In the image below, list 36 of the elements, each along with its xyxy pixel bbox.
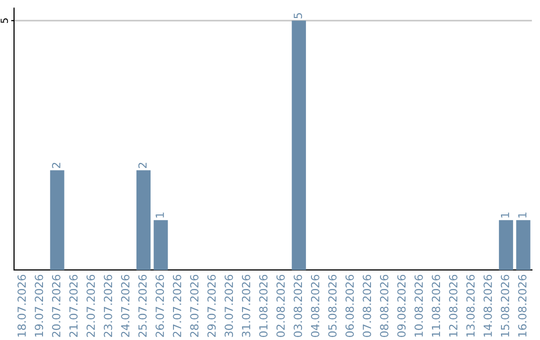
data-label: 1 bbox=[518, 212, 526, 218]
x-tick-label: 18.07.2026 bbox=[17, 274, 26, 337]
x-tick-label: 24.07.2026 bbox=[121, 274, 130, 337]
x-tick-label: 07.08.2026 bbox=[362, 274, 372, 338]
x-tick-label: 04.08.2026 bbox=[310, 274, 320, 338]
x-tick-label: 23.07.2026 bbox=[104, 274, 112, 337]
x-tick-label: 20.07.2026 bbox=[52, 274, 60, 337]
x-tick-label: 28.07.2026 bbox=[190, 274, 199, 337]
x-tick-label: 05.08.2026 bbox=[328, 274, 337, 338]
x-tick-label: 09.08.2026 bbox=[397, 274, 406, 338]
x-tick-label: 02.08.2026 bbox=[276, 274, 285, 338]
x-tick-label: 08.08.2026 bbox=[380, 274, 388, 338]
data-label: 1 bbox=[500, 212, 510, 218]
x-tick-label: 11.08.2026 bbox=[432, 274, 440, 337]
x-tick-label: 01.08.2026 bbox=[259, 274, 268, 338]
x-tick-label: 10.08.2026 bbox=[414, 274, 423, 337]
x-tick-label: 15.08.2026 bbox=[500, 274, 510, 337]
x-tick-label: 13.08.2026 bbox=[466, 274, 475, 337]
x-tick-label: 27.07.2026 bbox=[172, 274, 182, 337]
x-tick-label: 31.07.2026 bbox=[242, 274, 250, 337]
data-label: 2 bbox=[138, 162, 147, 168]
x-tick-label: 22.07.2026 bbox=[86, 274, 95, 337]
x-tick-label: 14.08.2026 bbox=[484, 274, 492, 337]
x-tick-label: 03.08.2026 bbox=[294, 274, 302, 338]
x-tick-label: 16.08.2026 bbox=[518, 274, 526, 337]
data-label: 5 bbox=[294, 13, 302, 18]
x-tick-label: 21.07.2026 bbox=[69, 274, 78, 337]
x-tick-label: 12.08.2026 bbox=[449, 274, 458, 337]
x-tick-label: 29.07.2026 bbox=[207, 274, 216, 337]
x-tick-label: 30.07.2026 bbox=[224, 274, 234, 337]
x-tick-label: 06.08.2026 bbox=[345, 274, 354, 338]
data-label: 2 bbox=[52, 162, 60, 168]
data-label: 1 bbox=[156, 212, 164, 218]
x-tick-label: 25.07.2026 bbox=[138, 274, 147, 337]
x-tick-label: 26.07.2026 bbox=[156, 274, 164, 337]
x-tick-label: 19.07.2026 bbox=[34, 274, 44, 337]
